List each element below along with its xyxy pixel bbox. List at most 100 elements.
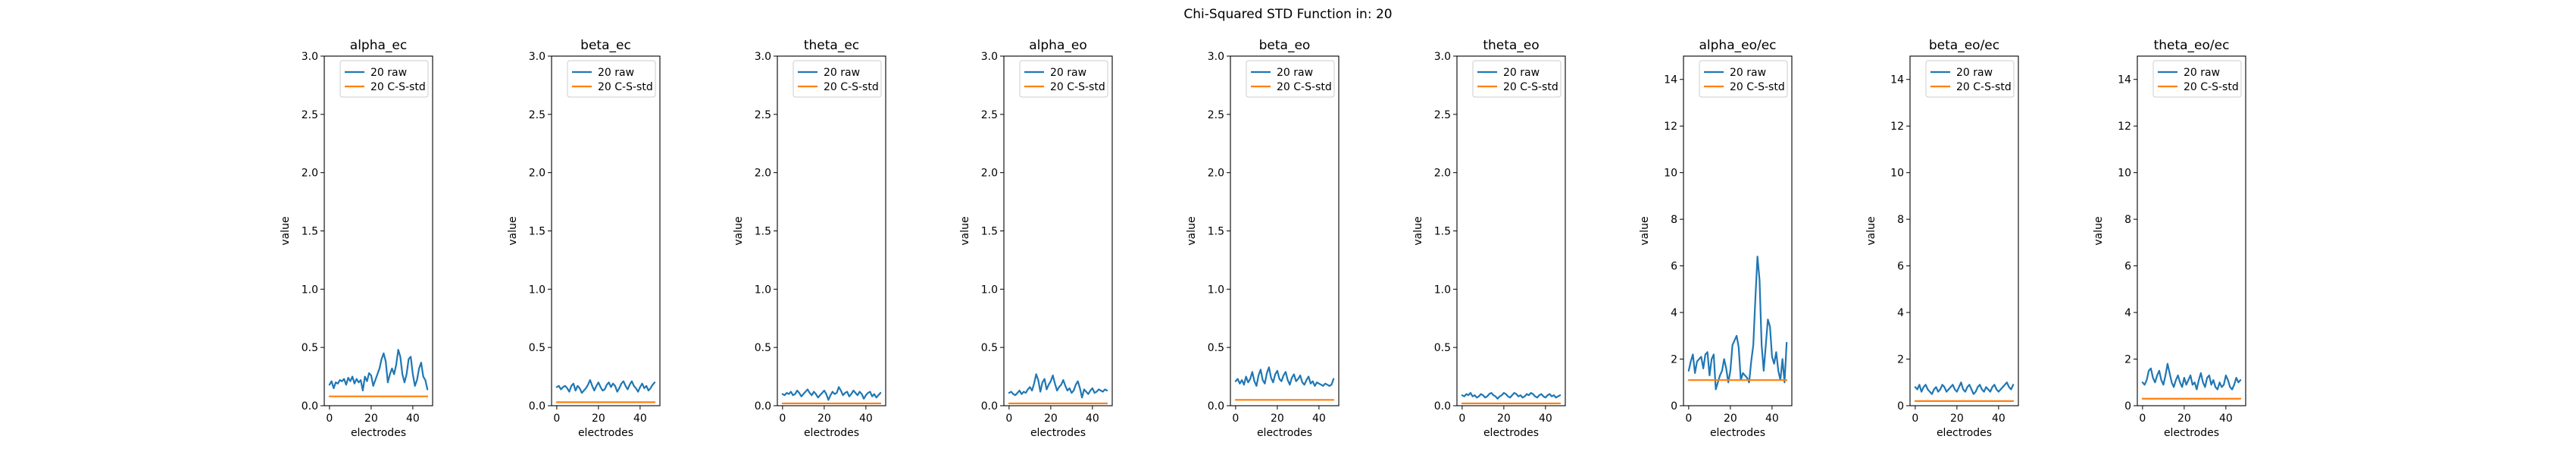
- subplot-title: theta_ec: [804, 38, 859, 53]
- legend-label-0: 20 raw: [598, 67, 634, 79]
- y-tick-label: 2: [1897, 354, 1904, 366]
- y-tick-label: 1.5: [981, 226, 998, 238]
- x-tick-label: 20: [1271, 413, 1284, 425]
- x-tick-label: 0: [326, 413, 333, 425]
- y-tick-label: 0: [1897, 400, 1904, 413]
- axes-frame: [777, 55, 886, 406]
- y-tick-label: 6: [2124, 261, 2131, 273]
- y-tick-label: 0.5: [981, 342, 998, 354]
- y-tick-label: 1.0: [529, 284, 546, 296]
- subplot-title: beta_eo: [1259, 38, 1311, 53]
- y-tick-label: 1.0: [755, 284, 771, 296]
- y-axis-label: value: [1186, 216, 1198, 245]
- subplot-alpha_ec: alpha_ec 0.0 0.5 1.0 1.5 2.0 2.5 3.0 0 20 40electr…: [280, 38, 433, 439]
- y-tick-label: 4: [1897, 307, 1904, 319]
- y-tick-label: 2.5: [755, 109, 771, 121]
- legend-label-1: 20 C-S-std: [824, 81, 879, 93]
- series-line-0: [328, 349, 429, 392]
- x-tick-label: 20: [818, 413, 831, 425]
- y-tick-label: 3.0: [529, 51, 546, 63]
- y-tick-label: 8: [1671, 214, 1677, 226]
- y-tick-label: 2: [1671, 354, 1677, 366]
- y-tick-label: 3.0: [755, 51, 771, 63]
- series-line-0: [1914, 381, 2015, 395]
- legend-label-0: 20 raw: [370, 67, 407, 79]
- legend-box: [792, 60, 882, 98]
- legend: 20 raw 20 C-S-std: [2152, 60, 2242, 98]
- legend: 20 raw 20 C-S-std: [1925, 60, 2015, 98]
- y-tick-label: 1.5: [755, 226, 771, 238]
- x-axis-label: electrodes: [2164, 427, 2219, 439]
- legend: 20 raw 20 C-S-std: [339, 60, 429, 98]
- y-tick-label: 14: [2118, 74, 2131, 86]
- legend-label-1: 20 C-S-std: [598, 81, 653, 93]
- legend-box: [1472, 60, 1562, 98]
- legend: 20 raw 20 C-S-std: [567, 60, 656, 98]
- series-line-0: [781, 386, 882, 401]
- y-axis-label: value: [1865, 216, 1877, 245]
- legend-label-1: 20 C-S-std: [370, 81, 426, 93]
- y-tick-label: 2.0: [529, 168, 546, 180]
- y-tick-label: 2.5: [1208, 109, 1224, 121]
- x-tick-label: 0: [1685, 413, 1692, 425]
- x-tick-label: 20: [364, 413, 378, 425]
- x-tick-label: 40: [1086, 413, 1099, 425]
- y-tick-label: 14: [1664, 74, 1677, 86]
- legend: 20 raw 20 C-S-std: [792, 60, 882, 98]
- y-axis-label: value: [280, 216, 292, 245]
- y-tick-label: 3.0: [1208, 51, 1224, 63]
- legend-label-1: 20 C-S-std: [1730, 81, 1785, 93]
- legend: 20 raw 20 C-S-std: [1472, 60, 1562, 98]
- x-tick-label: 40: [1539, 413, 1552, 425]
- y-tick-label: 0.0: [1434, 400, 1451, 413]
- y-tick-label: 2.5: [981, 109, 998, 121]
- legend-box: [339, 60, 429, 98]
- y-tick-label: 2: [2124, 354, 2131, 366]
- y-tick-label: 0.0: [302, 400, 318, 413]
- legend-box: [1246, 60, 1335, 98]
- y-tick-label: 0.5: [1208, 342, 1224, 354]
- y-tick-label: 14: [1890, 74, 1904, 86]
- subplot-title: alpha_eo: [1029, 38, 1086, 53]
- y-tick-label: 4: [1671, 307, 1677, 319]
- subplot-grid: alpha_ec0.00.51.01.52.02.53.00 20 40electr…: [280, 38, 2246, 439]
- legend-label-0: 20 raw: [824, 67, 860, 79]
- axes-frame: [1456, 55, 1566, 406]
- y-tick-label: 10: [1664, 168, 1677, 180]
- legend: 20 raw 20 C-S-std: [1246, 60, 1335, 98]
- y-tick-label: 2.0: [1208, 168, 1224, 180]
- subplot-beta_eo: beta_eo 0.0 0.5 1.0 1.5 2.0 2.5 3.0 0 20 40electro…: [1186, 38, 1340, 439]
- legend-box: [567, 60, 656, 98]
- x-axis-label: electrodes: [1710, 427, 1765, 439]
- x-tick-label: 20: [1497, 413, 1511, 425]
- x-tick-label: 20: [1950, 413, 1964, 425]
- y-axis-label: value: [1639, 216, 1651, 245]
- y-tick-label: 1.5: [1434, 226, 1451, 238]
- x-tick-label: 20: [1044, 413, 1058, 425]
- axes-frame: [1230, 55, 1340, 406]
- y-tick-label: 0.0: [755, 400, 771, 413]
- series-line-0: [555, 379, 656, 394]
- axes-frame: [1003, 55, 1113, 406]
- legend-label-0: 20 raw: [1730, 67, 1766, 79]
- x-tick-label: 0: [1912, 413, 1918, 425]
- x-tick-label: 40: [406, 413, 420, 425]
- y-tick-label: 0.5: [302, 342, 318, 354]
- x-tick-label: 40: [1765, 413, 1779, 425]
- y-tick-label: 10: [2118, 168, 2131, 180]
- legend-box: [2152, 60, 2242, 98]
- x-tick-label: 40: [1312, 413, 1326, 425]
- axes-frame: [1909, 55, 2019, 406]
- legend-box: [1699, 60, 1788, 98]
- y-tick-label: 3.0: [302, 51, 318, 63]
- y-tick-label: 0.5: [755, 342, 771, 354]
- y-tick-label: 12: [2118, 121, 2131, 133]
- y-tick-label: 1.5: [529, 226, 546, 238]
- subplot-alpha_eo: alpha_eo 0.0 0.5 1.0 1.5 2.0 2.5 3.0 0 20 40electr…: [959, 38, 1113, 439]
- axes-frame: [2137, 55, 2246, 406]
- x-tick-label: 0: [779, 413, 786, 425]
- x-tick-label: 40: [2219, 413, 2233, 425]
- legend-box: [1019, 60, 1108, 98]
